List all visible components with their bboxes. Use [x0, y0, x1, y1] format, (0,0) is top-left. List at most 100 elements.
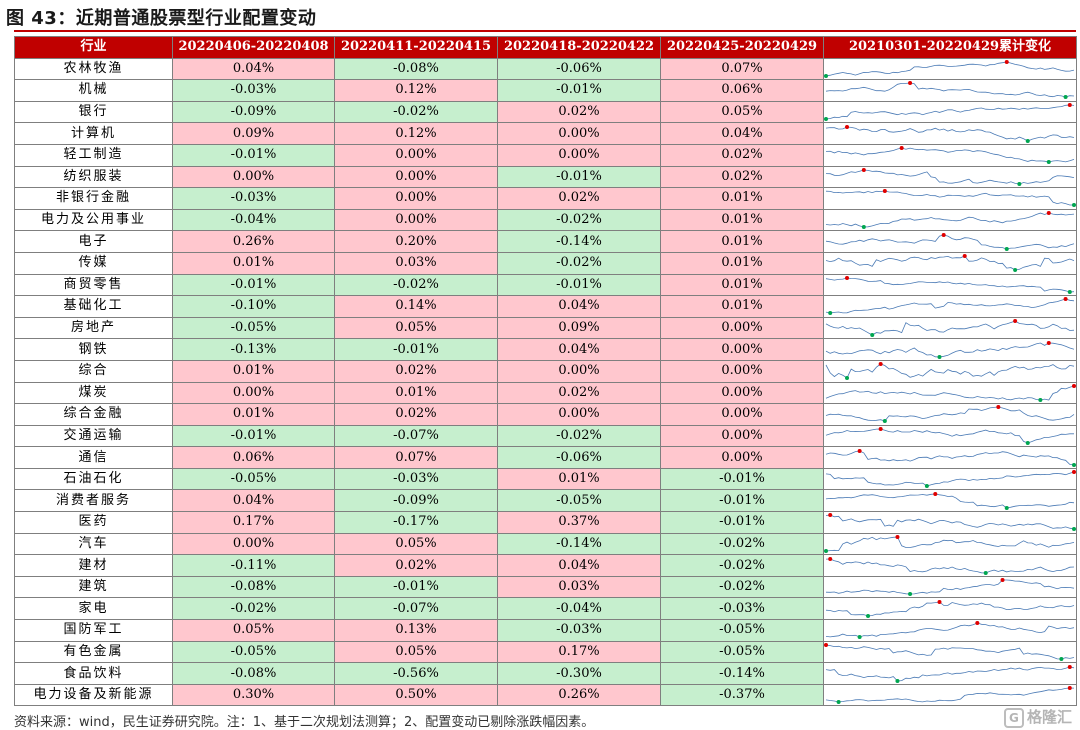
sparkline-max-marker [937, 599, 942, 604]
change-cell: -0.05% [172, 640, 335, 664]
sparkline-path [825, 277, 1075, 293]
sparkline-path [825, 450, 1075, 465]
sparkline-path [825, 363, 1075, 379]
change-cell: -0.04% [172, 208, 335, 232]
change-cell: -0.01% [660, 489, 824, 513]
change-cell: -0.01% [334, 338, 498, 361]
change-cell: -0.02% [497, 251, 661, 275]
sparkline-chart [825, 232, 1075, 251]
change-cell: -0.05% [172, 467, 335, 491]
sparkline-path [825, 601, 1075, 617]
industry-name: 基础化工 [14, 295, 173, 318]
sparkline-chart [825, 426, 1074, 445]
sparkline-max-marker [1067, 103, 1072, 108]
change-cell: -0.07% [334, 597, 498, 621]
industry-name: 煤炭 [14, 381, 173, 405]
change-cell: 0.04% [497, 338, 661, 361]
change-cell: 0.01% [660, 187, 824, 210]
change-cell: 0.04% [172, 489, 335, 513]
change-cell: 0.07% [334, 446, 498, 469]
change-cell: 0.00% [334, 165, 498, 189]
change-cell: -0.05% [660, 640, 824, 664]
sparkline-path [825, 212, 1075, 228]
sparkline-chart [825, 556, 1075, 575]
sparkline-path [825, 666, 1075, 681]
sparkline-chart [825, 124, 1075, 143]
change-cell: 0.02% [497, 187, 661, 210]
cumulative-sparkline [823, 359, 1077, 383]
sparkline-max-marker [1072, 383, 1076, 388]
change-cell: 0.30% [172, 683, 335, 707]
sparkline-min-marker [845, 376, 850, 381]
industry-name: 消费者服务 [14, 489, 173, 513]
sparkline-path [825, 61, 1075, 77]
cumulative-sparkline [823, 619, 1077, 642]
change-cell: 0.00% [660, 446, 824, 469]
sparkline-path [825, 471, 1075, 487]
industry-name: 计算机 [14, 122, 173, 145]
change-cell: -0.05% [172, 316, 335, 340]
sparkline-chart [825, 664, 1075, 683]
change-cell: 0.01% [660, 295, 824, 318]
sparkline-max-marker [824, 642, 828, 647]
change-cell: 0.02% [660, 165, 824, 189]
industry-name: 国防军工 [14, 619, 173, 642]
change-cell: 0.05% [334, 640, 498, 664]
sparkline-chart [825, 578, 1075, 597]
industry-name: 食品饮料 [14, 662, 173, 685]
sparkline-min-marker [1004, 505, 1009, 510]
table-header-row: 行业 20220406-20220408 20220411-20220415 2… [14, 36, 1077, 59]
sparkline-max-marker [933, 491, 938, 496]
change-cell: -0.02% [334, 273, 498, 297]
table-row: 机械 -0.03% 0.12% -0.01% 0.06% [14, 79, 1077, 102]
change-cell: 0.00% [660, 381, 824, 405]
change-cell: -0.01% [497, 165, 661, 189]
sparkline-chart [825, 491, 1075, 510]
watermark-text: 格隆汇 [1026, 708, 1072, 726]
sparkline-path [825, 234, 1075, 250]
sparkline-max-marker [895, 534, 900, 539]
table-row: 汽车 0.00% 0.05% -0.14% -0.02% [14, 532, 1077, 556]
table-row: 传媒 0.01% 0.03% -0.02% 0.01% [14, 251, 1077, 275]
industry-name: 商贸零售 [14, 273, 173, 297]
industry-name: 通信 [14, 446, 173, 469]
change-cell: 0.07% [660, 57, 824, 81]
change-cell: -0.02% [497, 208, 661, 232]
table-row: 非银行金融 -0.03% 0.00% 0.02% 0.01% [14, 187, 1077, 210]
header-industry: 行业 [14, 36, 173, 59]
table-row: 轻工制造 -0.01% 0.00% 0.00% 0.02% [14, 143, 1077, 167]
sparkline-path [825, 104, 1075, 120]
sparkline-min-marker [1072, 203, 1076, 208]
change-cell: 0.04% [172, 57, 335, 81]
cumulative-sparkline [823, 511, 1077, 534]
change-cell: 0.00% [497, 122, 661, 145]
sparkline-path [825, 385, 1075, 401]
change-cell: 0.02% [497, 100, 661, 124]
header-week-3: 20220418-20220422 [497, 36, 661, 59]
cumulative-sparkline [823, 79, 1077, 102]
cumulative-sparkline [823, 295, 1077, 318]
change-cell: 0.26% [497, 683, 661, 707]
sparkline-path [825, 622, 1075, 638]
change-cell: -0.02% [660, 532, 824, 556]
sparkline-path [825, 579, 1075, 595]
cumulative-sparkline [823, 640, 1077, 664]
change-cell: 0.37% [497, 511, 661, 534]
table-row: 交通运输 -0.01% -0.07% -0.02% 0.00% [14, 424, 1077, 448]
change-cell: 0.01% [660, 208, 824, 232]
change-cell: 0.01% [660, 251, 824, 275]
sparkline-min-marker [1017, 181, 1022, 186]
change-cell: 0.01% [660, 230, 824, 253]
sparkline-chart [825, 470, 1076, 489]
industry-name: 交通运输 [14, 424, 173, 448]
sparkline-min-marker [1013, 268, 1018, 273]
sparkline-chart [825, 297, 1075, 316]
change-cell: 0.00% [497, 359, 661, 383]
change-cell: 0.00% [660, 359, 824, 383]
change-cell: 0.09% [497, 316, 661, 340]
table-row: 银行 -0.09% -0.02% 0.02% 0.05% [14, 100, 1077, 124]
change-cell: -0.11% [172, 554, 335, 577]
sparkline-path [825, 169, 1075, 185]
change-cell: 0.00% [172, 381, 335, 405]
sparkline-path [825, 428, 1074, 444]
